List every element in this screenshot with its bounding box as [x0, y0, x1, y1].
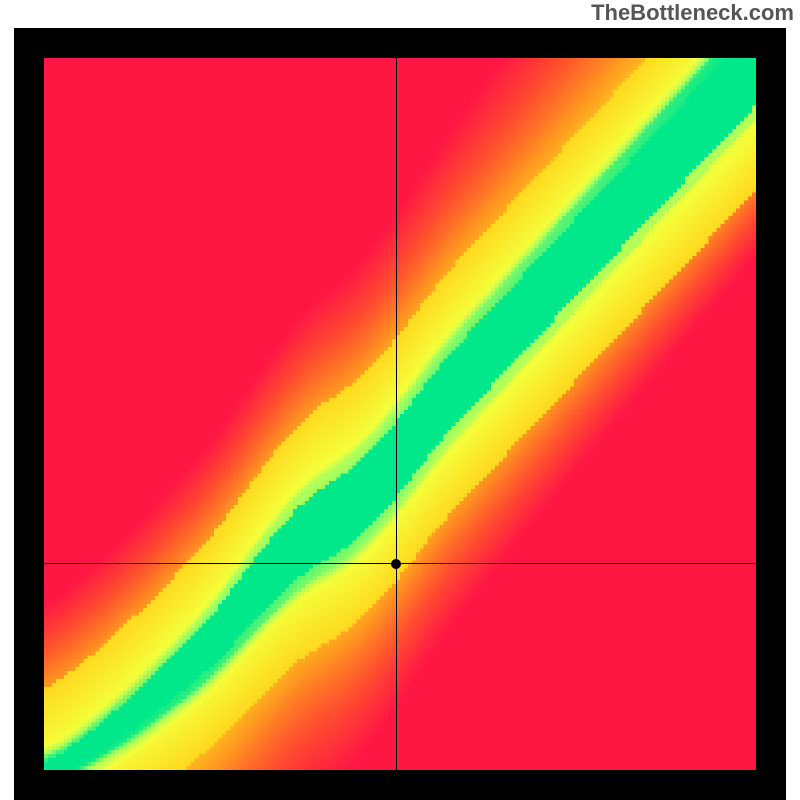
- heatmap-canvas: [44, 58, 756, 770]
- attribution-text: TheBottleneck.com: [591, 0, 794, 26]
- selection-marker: [391, 559, 401, 569]
- crosshair-vertical: [396, 58, 397, 770]
- root-container: TheBottleneck.com: [0, 0, 800, 800]
